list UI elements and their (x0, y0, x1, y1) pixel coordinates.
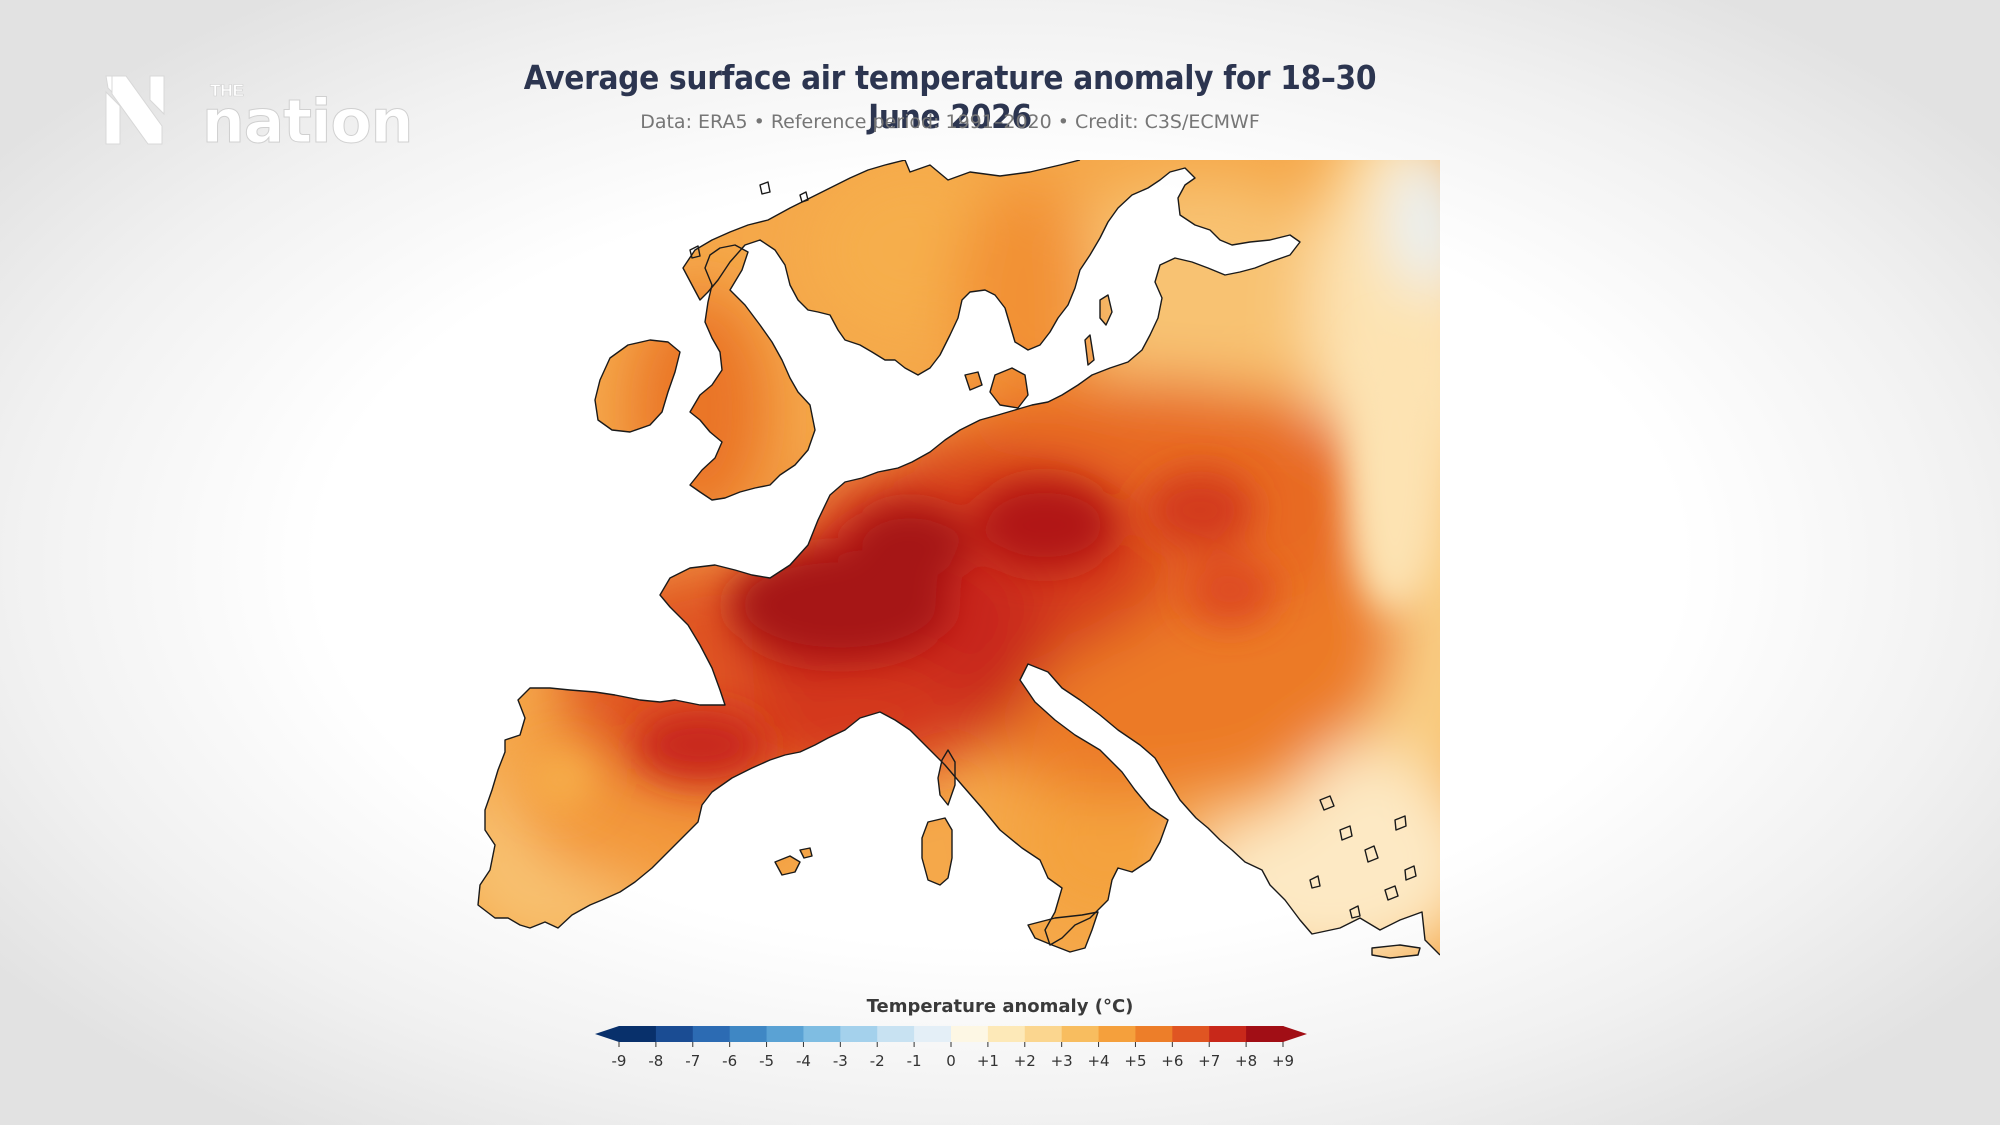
logo-graphic: THE nation (105, 75, 414, 150)
colorbar-cell (1209, 1026, 1247, 1042)
europe-anomaly-map (470, 160, 1440, 960)
logo-big-text: nation (202, 87, 412, 150)
colorbar-left-arrow (595, 1026, 619, 1042)
colorbar-tick-label: +4 (1087, 1052, 1109, 1070)
colorbar-cell (877, 1026, 915, 1042)
colorbar-cell (951, 1026, 989, 1042)
colorbar-svg: -9 -8 -7 -6 -5 -4 -3 -2 -1 0 +1 +2 +3 +4 +5 +6 +7 +8 +9 (595, 1026, 1307, 1070)
colorbar-cell (655, 1026, 694, 1042)
colorbar-tick-label: +9 (1272, 1052, 1294, 1070)
colorbar-tick-label: -8 (648, 1052, 663, 1070)
logo-small-text: THE (210, 81, 244, 100)
colorbar-tick-label: -5 (759, 1052, 774, 1070)
colorbar-cell (1024, 1026, 1063, 1042)
anomaly-field (478, 160, 1440, 958)
colorbar-cell (1246, 1026, 1284, 1042)
colorbar-cell (914, 1026, 952, 1042)
colorbar-cell (1061, 1026, 1100, 1042)
colorbar-tick-label: -7 (685, 1052, 700, 1070)
colorbar-tick-label: -3 (833, 1052, 848, 1070)
colorbar-cell (803, 1026, 841, 1042)
colorbar-tick-label: -6 (722, 1052, 737, 1070)
colorbar-tick-label: -4 (796, 1052, 811, 1070)
colorbar-tick-label: +3 (1051, 1052, 1073, 1070)
colorbar-cell (840, 1026, 878, 1042)
the-nation-logo: THE nation (102, 70, 462, 150)
colorbar-tick-label: -9 (612, 1052, 627, 1070)
map-svg (477, 160, 1440, 959)
coastlines (477, 160, 1440, 959)
colorbar-cell (729, 1026, 768, 1042)
chart-subtitle: Data: ERA5 • Reference period: 1991–2020… (640, 111, 1260, 133)
colorbar-cell (619, 1026, 657, 1042)
colorbar-tick-label: +1 (977, 1052, 999, 1070)
colorbar-cell (987, 1026, 1026, 1042)
colorbar-cell (766, 1026, 805, 1042)
colorbar-tick-label: 0 (946, 1052, 956, 1070)
field-detail-layer (525, 330, 1440, 810)
colorbar-cell (1172, 1026, 1210, 1042)
colorbar: -9 -8 -7 -6 -5 -4 -3 -2 -1 0 +1 +2 +3 +4 +5 +6 +7 +8 +9 (595, 1026, 1307, 1082)
colorbar-tick-label: +5 (1124, 1052, 1146, 1070)
colorbar-tick-label: +7 (1198, 1052, 1220, 1070)
colorbar-tick-label: +6 (1161, 1052, 1183, 1070)
colorbar-cell (692, 1026, 731, 1042)
colorbar-tick-label: -2 (870, 1052, 885, 1070)
chart-title: Average surface air temperature anomaly … (523, 58, 1377, 136)
colorbar-right-arrow (1283, 1026, 1307, 1042)
colorbar-tick-label: -1 (907, 1052, 922, 1070)
colorbar-tick-label: +2 (1014, 1052, 1036, 1070)
legend-title: Temperature anomaly (°C) (866, 996, 1134, 1017)
colorbar-tick-label: +8 (1235, 1052, 1257, 1070)
colorbar-cell (1098, 1026, 1137, 1042)
colorbar-cell (1135, 1026, 1173, 1042)
